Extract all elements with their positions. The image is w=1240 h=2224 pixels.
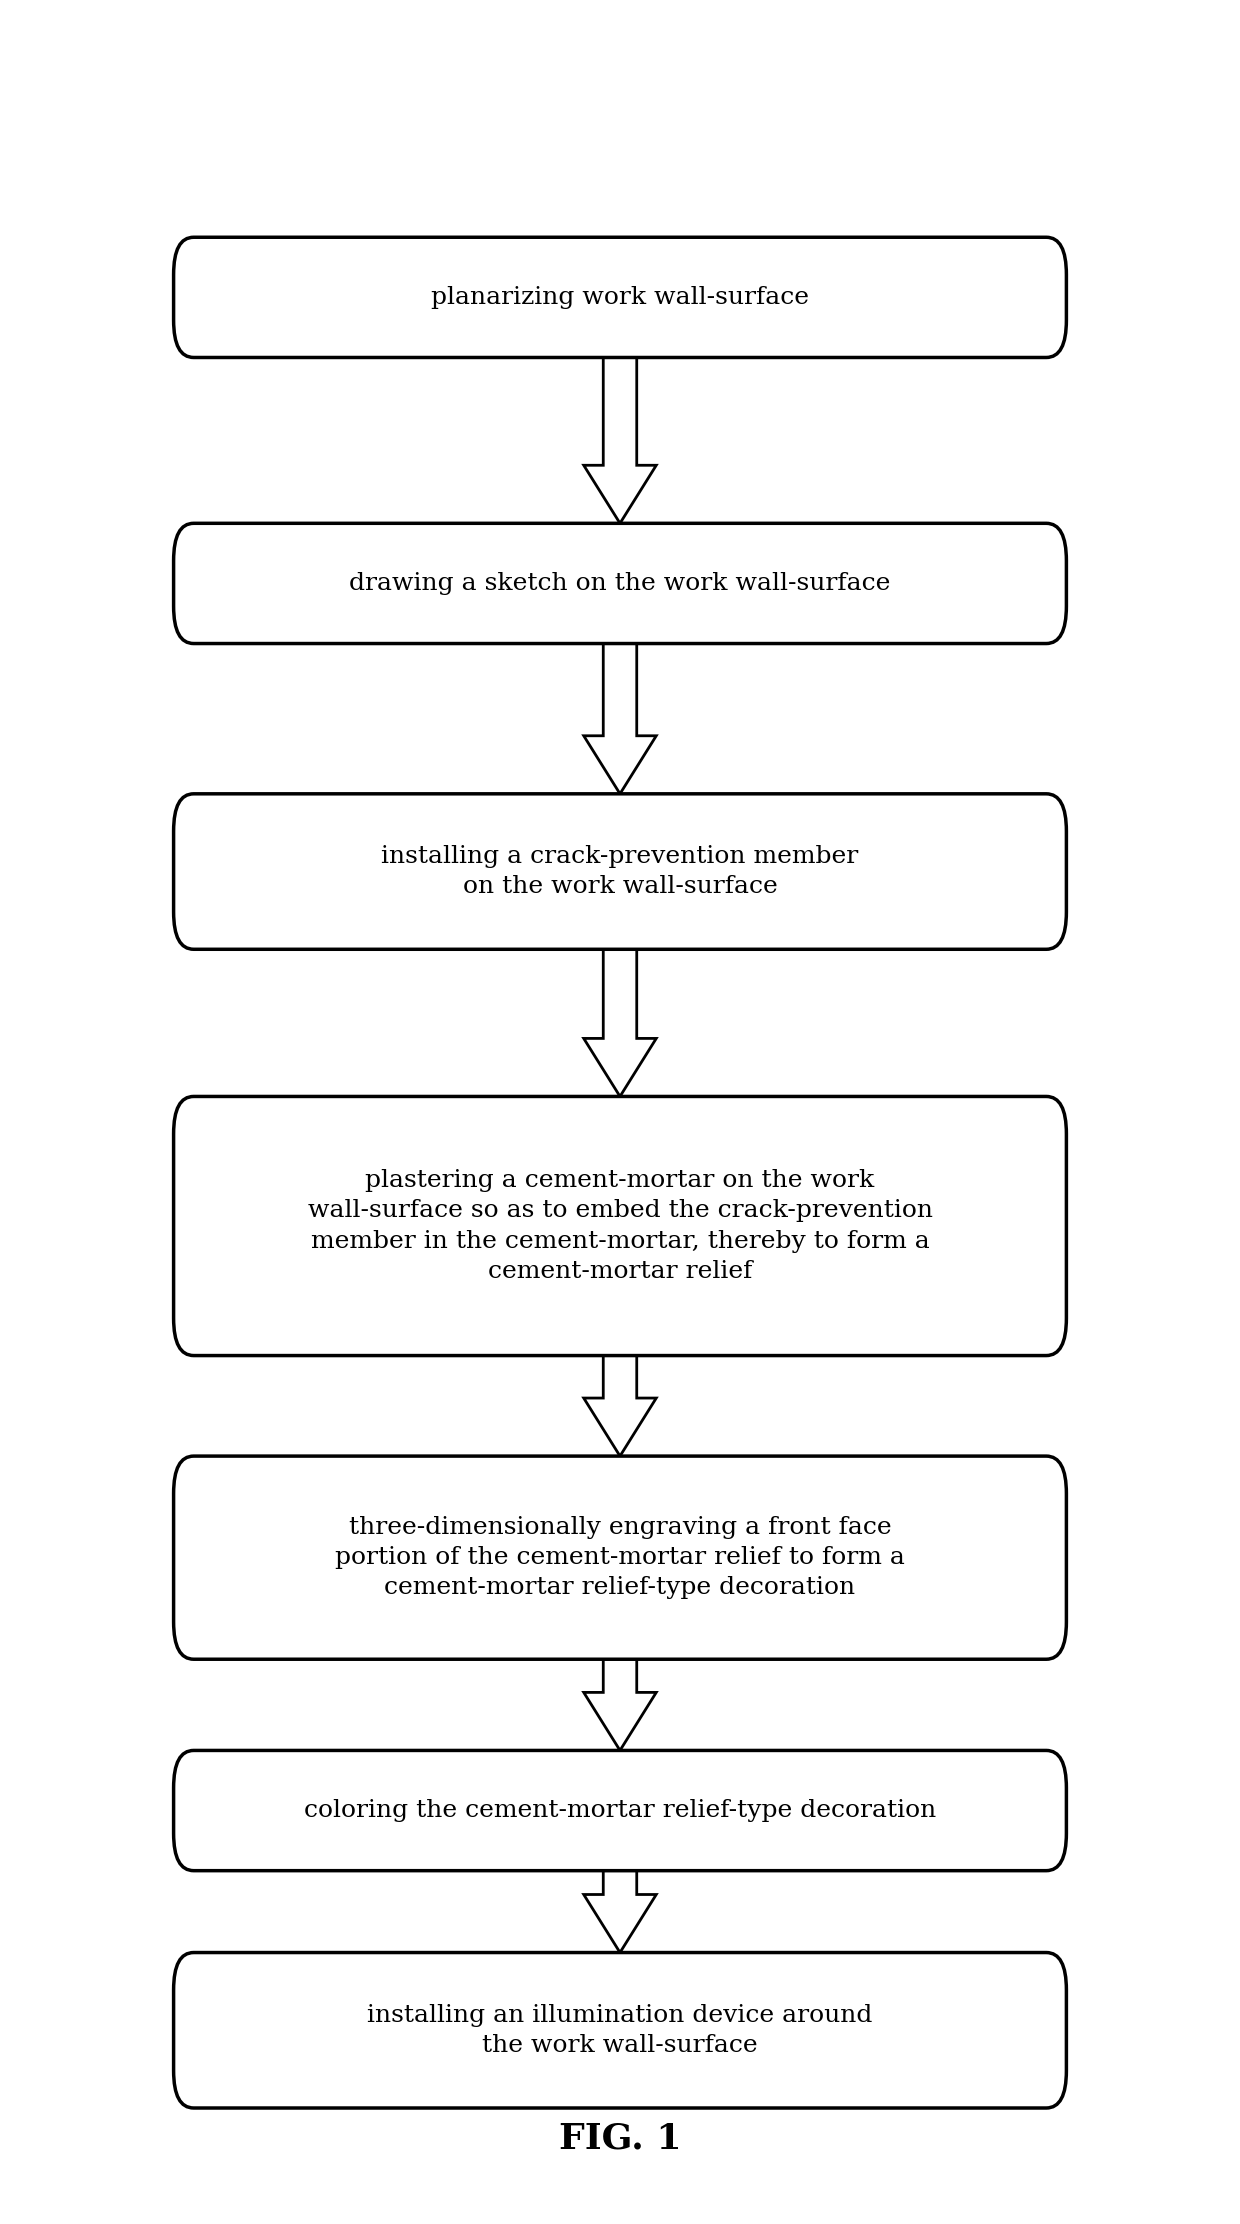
Text: drawing a sketch on the work wall-surface: drawing a sketch on the work wall-surfac… xyxy=(350,572,890,596)
FancyBboxPatch shape xyxy=(174,238,1066,358)
FancyBboxPatch shape xyxy=(174,1096,1066,1357)
Text: FIG. 1: FIG. 1 xyxy=(559,2122,681,2155)
Polygon shape xyxy=(584,1659,656,1750)
Text: installing an illumination device around
the work wall-surface: installing an illumination device around… xyxy=(367,2004,873,2057)
FancyBboxPatch shape xyxy=(174,1750,1066,1870)
Text: three-dimensionally engraving a front face
portion of the cement-mortar relief t: three-dimensionally engraving a front fa… xyxy=(335,1517,905,1599)
Polygon shape xyxy=(584,1870,656,1953)
Polygon shape xyxy=(584,358,656,523)
Polygon shape xyxy=(584,1357,656,1457)
Text: installing a crack-prevention member
on the work wall-surface: installing a crack-prevention member on … xyxy=(382,845,858,898)
FancyBboxPatch shape xyxy=(174,794,1066,950)
FancyBboxPatch shape xyxy=(174,1457,1066,1659)
Text: planarizing work wall-surface: planarizing work wall-surface xyxy=(432,287,808,309)
Polygon shape xyxy=(584,643,656,794)
Text: plastering a cement-mortar on the work
wall-surface so as to embed the crack-pre: plastering a cement-mortar on the work w… xyxy=(308,1170,932,1283)
Text: coloring the cement-mortar relief-type decoration: coloring the cement-mortar relief-type d… xyxy=(304,1799,936,1821)
FancyBboxPatch shape xyxy=(174,1953,1066,2108)
FancyBboxPatch shape xyxy=(174,523,1066,643)
Polygon shape xyxy=(584,950,656,1096)
